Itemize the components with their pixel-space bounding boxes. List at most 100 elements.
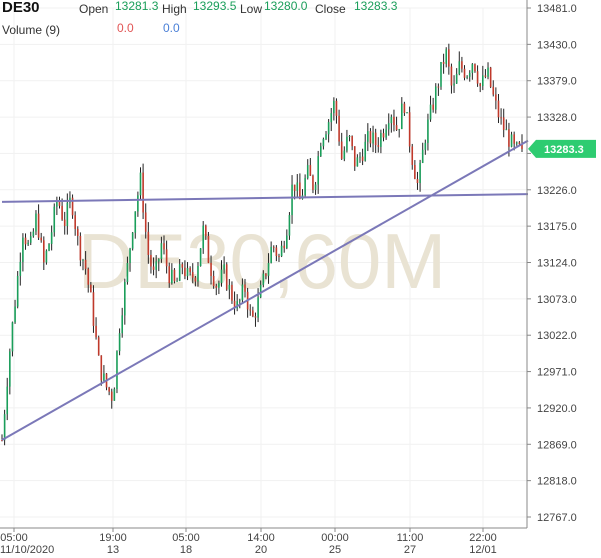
candle-body [455, 74, 458, 84]
trendline[interactable] [1, 193, 529, 203]
candle-body [100, 355, 103, 381]
candle-body [84, 259, 87, 269]
ohlc-legend: DE30 Open 13281.3 High 13293.5 Low 13280… [2, 0, 398, 37]
y-tick-label: 13481.0 [537, 3, 577, 15]
candle-body [479, 83, 481, 87]
candle-body [325, 134, 327, 140]
candle-body [210, 262, 212, 277]
candle-body [319, 146, 322, 157]
x-tick-date: 12/01 [469, 544, 497, 556]
x-tick-date: 20 [255, 544, 267, 556]
candle-body [372, 132, 374, 144]
candle-body [199, 248, 202, 267]
y-tick-label: 13022.0 [537, 330, 577, 342]
y-tick-label: 13430.0 [537, 39, 577, 51]
candle-body [338, 115, 340, 142]
candle-body [181, 264, 184, 268]
candle-body [380, 133, 382, 147]
x-tick-date: 25 [329, 544, 341, 556]
y-tick-label: 13073.0 [537, 294, 577, 306]
candle-body [220, 269, 223, 283]
y-tick-label: 13226.0 [537, 185, 577, 197]
x-tick-date: 11/10/2020 [0, 544, 54, 556]
x-axis[interactable]: 05:0011/10/202019:001305:001814:002000:0… [0, 528, 497, 556]
y-tick-label: 12767.0 [537, 512, 577, 524]
candle-body [48, 243, 50, 251]
candle-body [411, 146, 414, 165]
candle-body [66, 202, 69, 227]
candle-body [1, 440, 3, 442]
close-value: 13283.3 [354, 0, 398, 13]
candle-body [150, 254, 152, 267]
candle-body [22, 237, 24, 262]
candle-body [236, 301, 238, 309]
volume-value-a: 0.0 [117, 21, 134, 35]
candle-body [32, 231, 35, 237]
candle-body [79, 235, 82, 261]
candle-body [113, 389, 116, 401]
y-tick-label: 13175.0 [537, 221, 577, 233]
candle-body [178, 264, 181, 281]
candle-body [265, 273, 267, 276]
candle-body [144, 212, 147, 232]
candle-body [252, 310, 254, 317]
candle-body [275, 247, 278, 256]
candle-body [16, 275, 19, 307]
candle-body [393, 116, 395, 126]
candle-body [474, 64, 476, 72]
candle-body [468, 72, 471, 77]
candle-body [194, 277, 197, 282]
candle-body [414, 164, 416, 179]
candle-body [76, 228, 79, 236]
candle-body [155, 261, 157, 270]
candle-body [463, 68, 466, 78]
candle-body [139, 172, 142, 196]
low-value: 13280.0 [264, 0, 308, 13]
candle-body [390, 116, 393, 124]
candle-body [400, 103, 403, 130]
candle-body [286, 235, 288, 249]
candle-body [35, 213, 37, 232]
candle-body [90, 284, 92, 293]
candle-body [333, 100, 335, 114]
candle-body [262, 273, 265, 285]
trendlines[interactable] [1, 139, 529, 441]
candle-body [429, 104, 432, 120]
candle-body [408, 112, 411, 147]
candle-body [134, 211, 137, 233]
candle-body [197, 266, 199, 282]
candle-body [168, 266, 171, 284]
candle-body [361, 156, 364, 161]
last-price-marker: 13283.3 [528, 139, 596, 158]
candle-body [207, 235, 210, 263]
candle-body [218, 282, 220, 288]
candle-body [53, 206, 56, 233]
candle-body [440, 61, 442, 87]
candle-body [74, 215, 76, 229]
candle-body [63, 219, 66, 227]
candle-body [495, 94, 497, 101]
watermark: DE30,60M [78, 217, 447, 305]
candle-body [278, 255, 280, 257]
candle-body [374, 132, 377, 146]
candle-body [367, 131, 369, 142]
candle-body [353, 146, 356, 167]
candle-body [223, 264, 225, 270]
candle-body [231, 284, 233, 301]
candle-body [458, 61, 461, 75]
candle-body [322, 139, 325, 147]
candle-body [124, 282, 126, 316]
candle-body [385, 129, 387, 138]
x-tick-time: 22:00 [469, 532, 497, 544]
candle-body [487, 67, 489, 77]
y-tick-label: 13328.0 [537, 112, 577, 124]
trendline[interactable] [1, 139, 529, 441]
candle-body [121, 315, 124, 334]
candle-body [280, 245, 283, 257]
x-tick-time: 05:00 [172, 532, 200, 544]
y-tick-label: 13124.0 [537, 258, 577, 270]
candle-body [205, 225, 207, 236]
candle-body [152, 266, 155, 270]
candle-body [142, 172, 144, 213]
